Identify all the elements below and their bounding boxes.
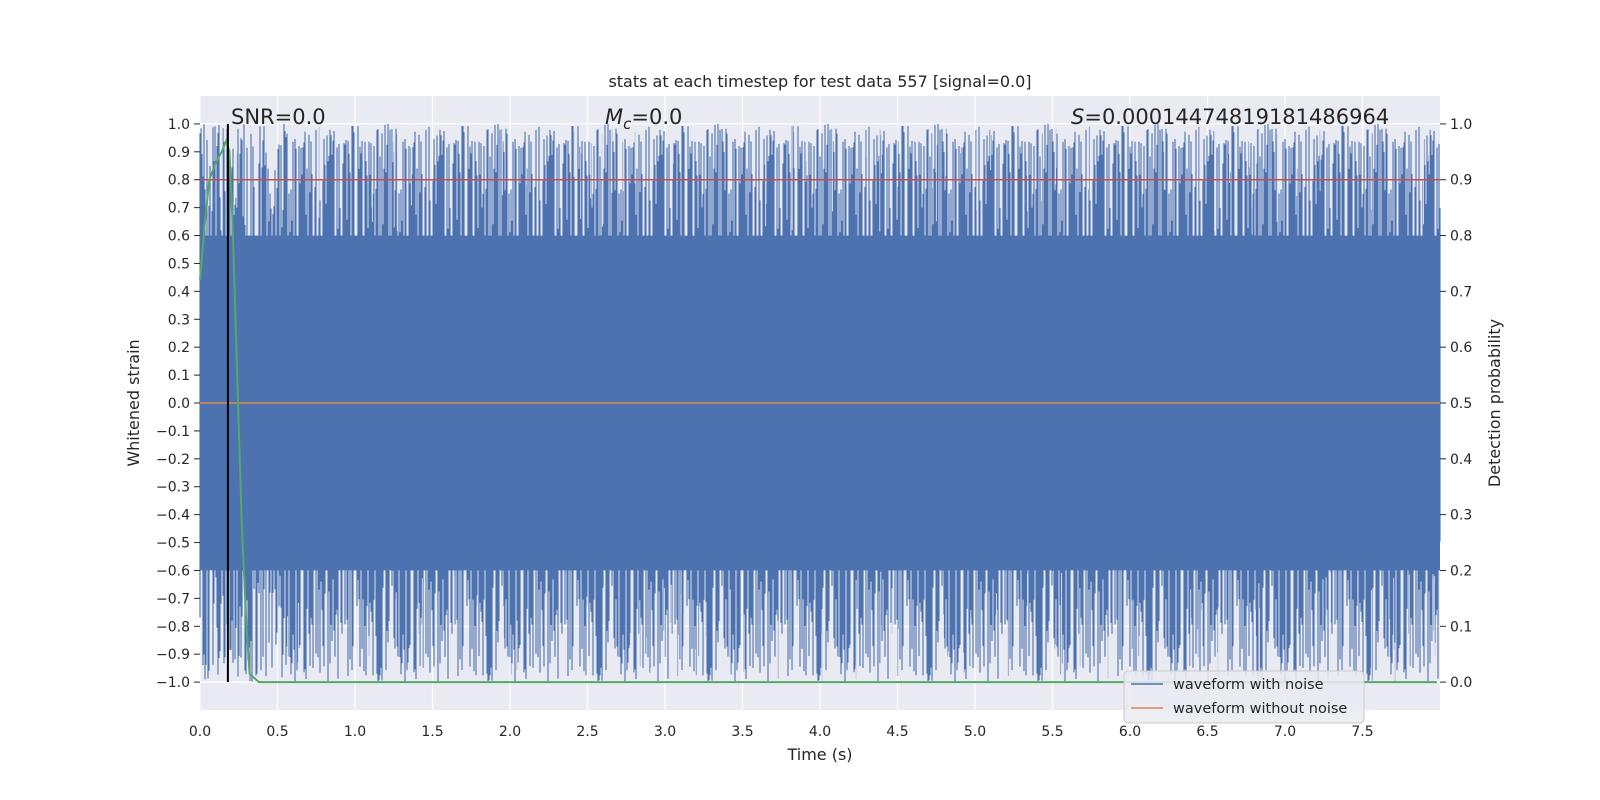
y-left-tick-label: 0.7 [168, 201, 190, 217]
y-left-tick-label: −0.6 [156, 563, 190, 579]
y-left-tick-label: −0.2 [156, 452, 190, 468]
y-right-tick-label: 0.8 [1450, 229, 1472, 245]
snr-label: SNR [231, 105, 275, 129]
y-left-tick-label: 0.1 [168, 368, 190, 384]
y-left-tick-label: −0.1 [156, 424, 190, 440]
x-tick-label: 3.5 [731, 724, 753, 740]
mc-subscript: c [623, 115, 632, 133]
y-left-tick-label: 0.4 [168, 284, 190, 300]
x-tick-label: 5.0 [964, 724, 986, 740]
x-tick-label: 6.5 [1196, 724, 1218, 740]
x-axis-ticks: 0.0 0.5 1.0 1.5 2.0 2.5 3.0 3.5 4.0 4.5 5.0 5.5 6.0 6… [189, 724, 1374, 740]
series-detection-probability [199, 137, 1437, 684]
y-axis-right-label: Detection probability [1485, 319, 1504, 487]
y-right-tick-label: 0.9 [1450, 173, 1472, 189]
x-tick-label: 1.5 [421, 724, 443, 740]
y-left-tick-label: 0.3 [168, 312, 190, 328]
y-left-tick-label: 0.0 [168, 396, 190, 412]
y-right-tick-label: 0.3 [1450, 508, 1472, 524]
x-tick-label: 4.0 [809, 724, 831, 740]
y-right-tick-label: 1.0 [1450, 117, 1472, 133]
legend-label-clean: waveform without noise [1173, 701, 1347, 717]
y-axis-left-label: Whitened strain [124, 339, 143, 466]
y-right-tick-label: 0.7 [1450, 284, 1472, 300]
y-left-tick-label: 0.9 [168, 145, 190, 161]
s-value: =0.00014474819181486964 [1084, 105, 1389, 129]
x-tick-label: 0.5 [266, 724, 288, 740]
y-left-tick-label: 0.5 [168, 256, 190, 272]
y-left-tick-label: −0.4 [156, 508, 190, 524]
y-left-tick-label: −0.9 [156, 647, 190, 663]
x-tick-label: 0.0 [189, 724, 211, 740]
statistic-annotation: S=0.00014474819181486964 [1071, 105, 1389, 129]
y-left-tick-label: −0.3 [156, 480, 190, 496]
chart-title: stats at each timestep for test data 557… [608, 72, 1031, 91]
y-right-tick-label: 0.2 [1450, 563, 1472, 579]
y-left-tick-label: 0.2 [168, 340, 190, 356]
chirp-mass-annotation: Mc=0.0 [605, 105, 682, 133]
x-tick-label: 7.0 [1274, 724, 1296, 740]
s-symbol: S [1071, 105, 1084, 129]
snr-value: =0.0 [275, 105, 326, 129]
x-axis-label: Time (s) [786, 745, 852, 764]
legend: waveform with noise waveform without noi… [1123, 670, 1365, 724]
y-axis-left-ticks: 1.0 0.9 0.8 0.7 0.6 0.5 0.4 0.3 0.2 0.1 0.0 −0.1 −0.… [156, 117, 200, 691]
x-tick-label: 5.5 [1041, 724, 1063, 740]
y-left-tick-label: −1.0 [156, 675, 190, 691]
y-left-tick-label: −0.7 [156, 591, 190, 607]
x-tick-label: 2.0 [499, 724, 521, 740]
snr-annotation: SNR=0.0 [231, 105, 326, 129]
mc-value: =0.0 [631, 105, 682, 129]
y-right-tick-label: 0.1 [1450, 619, 1472, 635]
x-tick-label: 4.5 [886, 724, 908, 740]
y-left-tick-label: 1.0 [168, 117, 190, 133]
y-axis-right-ticks: 1.0 0.9 0.8 0.7 0.6 0.5 0.4 0.3 0.2 0.1 0.0 [1440, 117, 1472, 691]
y-left-tick-label: −0.8 [156, 619, 190, 635]
legend-label-noise: waveform with noise [1173, 677, 1324, 693]
y-left-tick-label: 0.6 [168, 229, 190, 245]
x-tick-label: 6.0 [1119, 724, 1141, 740]
y-right-tick-label: 0.0 [1450, 675, 1472, 691]
mc-symbol: M [605, 105, 623, 129]
x-tick-label: 3.0 [654, 724, 676, 740]
x-tick-label: 7.5 [1351, 724, 1373, 740]
noise-gaps [221, 123, 1437, 683]
y-right-tick-label: 0.5 [1450, 396, 1472, 412]
y-left-tick-label: −0.5 [156, 536, 190, 552]
legend-box [1123, 670, 1365, 724]
y-right-tick-label: 0.4 [1450, 452, 1472, 468]
y-right-tick-label: 0.6 [1450, 340, 1472, 356]
y-left-tick-label: 0.8 [168, 173, 190, 189]
x-tick-label: 1.0 [344, 724, 366, 740]
x-tick-label: 2.5 [576, 724, 598, 740]
